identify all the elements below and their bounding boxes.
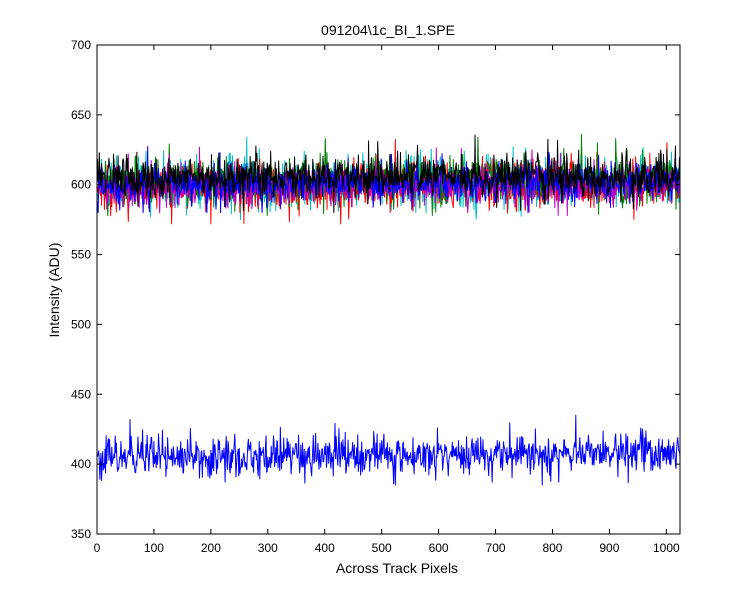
- y-tick-label: 600: [71, 178, 91, 192]
- x-tick-label: 300: [258, 541, 278, 555]
- y-axis-ticks: 350 400 450 500 550 600 650 700: [71, 38, 680, 541]
- series-line-6: [97, 145, 681, 214]
- x-tick-label: 100: [144, 541, 164, 555]
- y-tick-label: 450: [71, 387, 91, 401]
- x-axis-title: Across Track Pixels: [336, 560, 458, 576]
- series-line-1: [97, 414, 681, 486]
- series-layer: [97, 134, 681, 486]
- x-tick-label: 700: [486, 541, 506, 555]
- x-tick-label: 200: [201, 541, 221, 555]
- y-tick-label: 350: [71, 527, 91, 541]
- plot-frame: [96, 44, 681, 535]
- series-line-7: [97, 134, 681, 214]
- x-axis-ticks: 0 100 200 300 400 500 600 700 800 900 1000: [94, 45, 680, 555]
- y-tick-label: 650: [71, 108, 91, 122]
- x-tick-label: 800: [542, 541, 562, 555]
- x-tick-label: 0: [94, 541, 101, 555]
- y-axis-title: Intensity (ADU): [46, 243, 62, 338]
- chart-title: 091204\1c_BI_1.SPE: [321, 22, 455, 38]
- x-tick-label: 1000: [653, 541, 680, 555]
- y-tick-label: 500: [71, 317, 91, 331]
- y-tick-label: 550: [71, 248, 91, 262]
- x-tick-label: 600: [429, 541, 449, 555]
- x-tick-label: 500: [372, 541, 392, 555]
- x-tick-label: 900: [599, 541, 619, 555]
- y-tick-label: 400: [71, 457, 91, 471]
- x-tick-label: 400: [315, 541, 335, 555]
- y-tick-label: 700: [71, 38, 91, 52]
